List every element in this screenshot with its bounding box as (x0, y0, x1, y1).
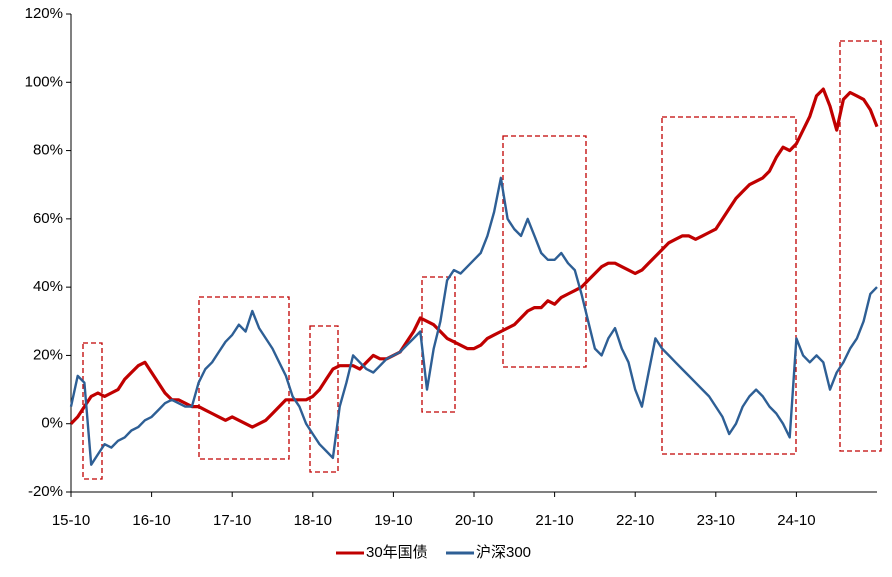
highlight-box (421, 276, 456, 413)
legend-label: 30年国债 (366, 544, 428, 561)
y-tick-label: 0% (41, 415, 63, 432)
x-tick-label: 18-10 (294, 512, 332, 529)
highlight-box (839, 40, 882, 452)
x-tick-label: 16-10 (132, 512, 170, 529)
highlight-box (198, 296, 290, 460)
highlight-box (661, 116, 797, 455)
y-tick-label: 20% (33, 346, 63, 363)
legend-label: 沪深300 (476, 544, 531, 561)
x-tick-label: 22-10 (616, 512, 654, 529)
x-tick-label: 24-10 (777, 512, 815, 529)
y-tick-label: -20% (28, 483, 63, 500)
y-tick-label: 60% (33, 210, 63, 227)
series-line (69, 176, 878, 466)
x-tick-label: 23-10 (697, 512, 735, 529)
series-line (69, 87, 879, 429)
x-tick-label: 21-10 (535, 512, 573, 529)
x-tick-label: 20-10 (455, 512, 493, 529)
x-tick-label: 15-10 (52, 512, 90, 529)
y-tick-label: 120% (25, 5, 63, 22)
x-tick-label: 19-10 (374, 512, 412, 529)
highlight-boxes (82, 40, 882, 480)
highlight-box (502, 135, 587, 368)
y-tick-label: 100% (25, 73, 63, 90)
y-tick-label: 40% (33, 278, 63, 295)
y-tick-label: 80% (33, 142, 63, 159)
x-tick-label: 17-10 (213, 512, 251, 529)
